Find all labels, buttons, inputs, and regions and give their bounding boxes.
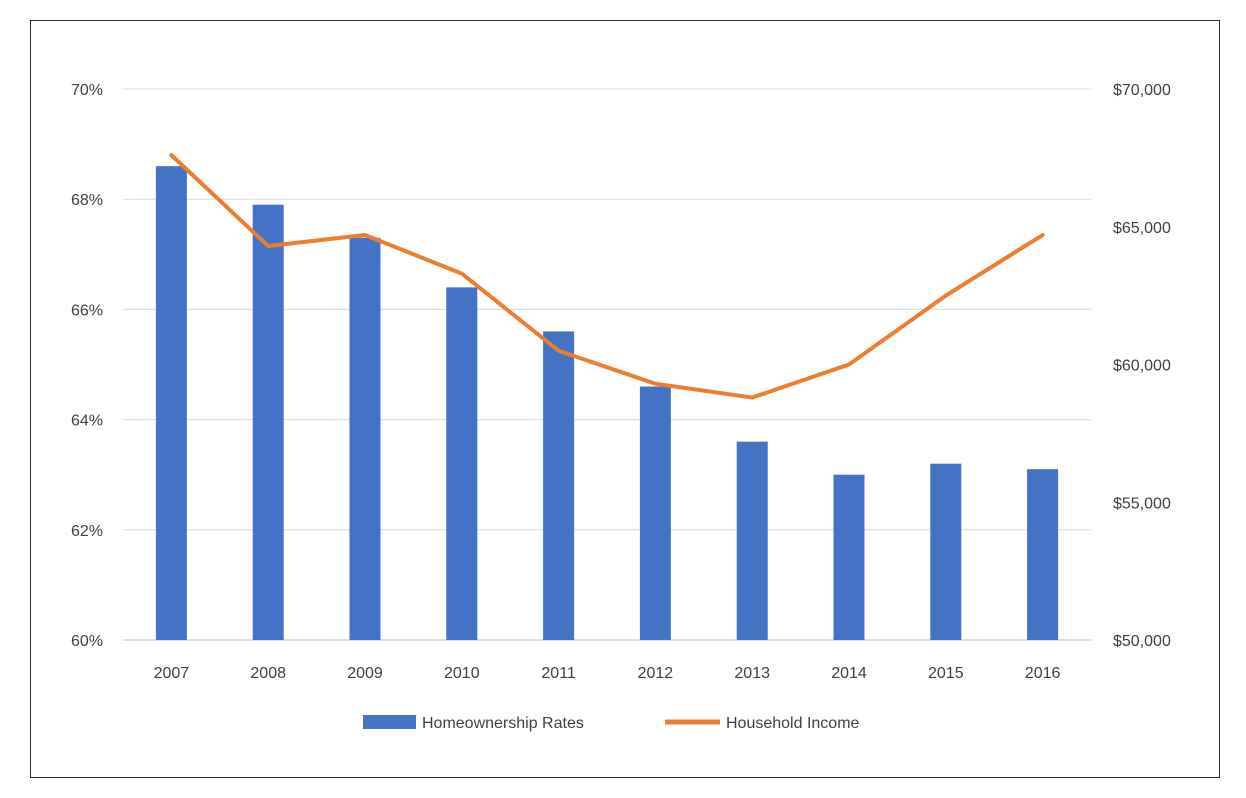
x-tick-label: 2011	[541, 665, 576, 682]
x-tick-label: 2010	[444, 665, 480, 682]
bar	[349, 237, 381, 640]
bar	[543, 331, 575, 640]
gridlines	[123, 88, 1091, 641]
bar	[736, 441, 768, 640]
y-tick-label: 66%	[71, 302, 103, 319]
income-line	[169, 153, 1045, 400]
line-series	[169, 153, 1045, 400]
bar	[252, 204, 284, 640]
y-tick-label: 64%	[71, 413, 103, 430]
left-axis-ticks: 70% 68% 66% 64% 62% 60%	[71, 82, 103, 650]
chart-frame: 70% 68% 66% 64% 62% 60% $70,000 $65,000 $60,000…	[30, 20, 1220, 778]
x-tick-label: 2014	[831, 665, 867, 682]
x-tick-label: 2008	[250, 665, 286, 682]
bar	[930, 463, 962, 640]
y2-tick-label: $60,000	[1113, 358, 1171, 375]
y-tick-label: 68%	[71, 192, 103, 209]
bar-series	[155, 166, 1059, 640]
y-tick-label: 60%	[71, 633, 103, 650]
x-axis-ticks: 2007 2008 2009 2010 2011 2012 2013 2014 2015 2016	[154, 665, 1061, 682]
bar	[1027, 469, 1059, 640]
x-tick-label: 2007	[154, 665, 190, 682]
bar	[833, 474, 865, 640]
x-tick-label: 2015	[928, 665, 964, 682]
y2-tick-label: $55,000	[1113, 495, 1171, 512]
x-tick-label: 2009	[347, 665, 383, 682]
legend-label-homeownership: Homeownership Rates	[422, 715, 584, 732]
legend: Homeownership Rates Household Income	[363, 715, 860, 732]
y2-tick-label: $70,000	[1113, 82, 1171, 99]
bar	[639, 386, 671, 640]
y2-tick-label: $65,000	[1113, 220, 1171, 237]
legend-swatch-bar	[363, 715, 416, 729]
legend-label-income: Household Income	[726, 715, 860, 732]
x-tick-label: 2013	[734, 665, 770, 682]
y-tick-label: 62%	[71, 523, 103, 540]
chart: 70% 68% 66% 64% 62% 60% $70,000 $65,000 $60,000…	[71, 82, 1171, 732]
y-tick-label: 70%	[71, 82, 103, 99]
right-axis-ticks: $70,000 $65,000 $60,000 $55,000 $50,000	[1113, 82, 1171, 650]
x-tick-label: 2016	[1025, 665, 1061, 682]
y2-tick-label: $50,000	[1113, 633, 1171, 650]
x-tick-label: 2012	[638, 665, 674, 682]
bar	[155, 166, 187, 640]
bar	[446, 287, 478, 640]
